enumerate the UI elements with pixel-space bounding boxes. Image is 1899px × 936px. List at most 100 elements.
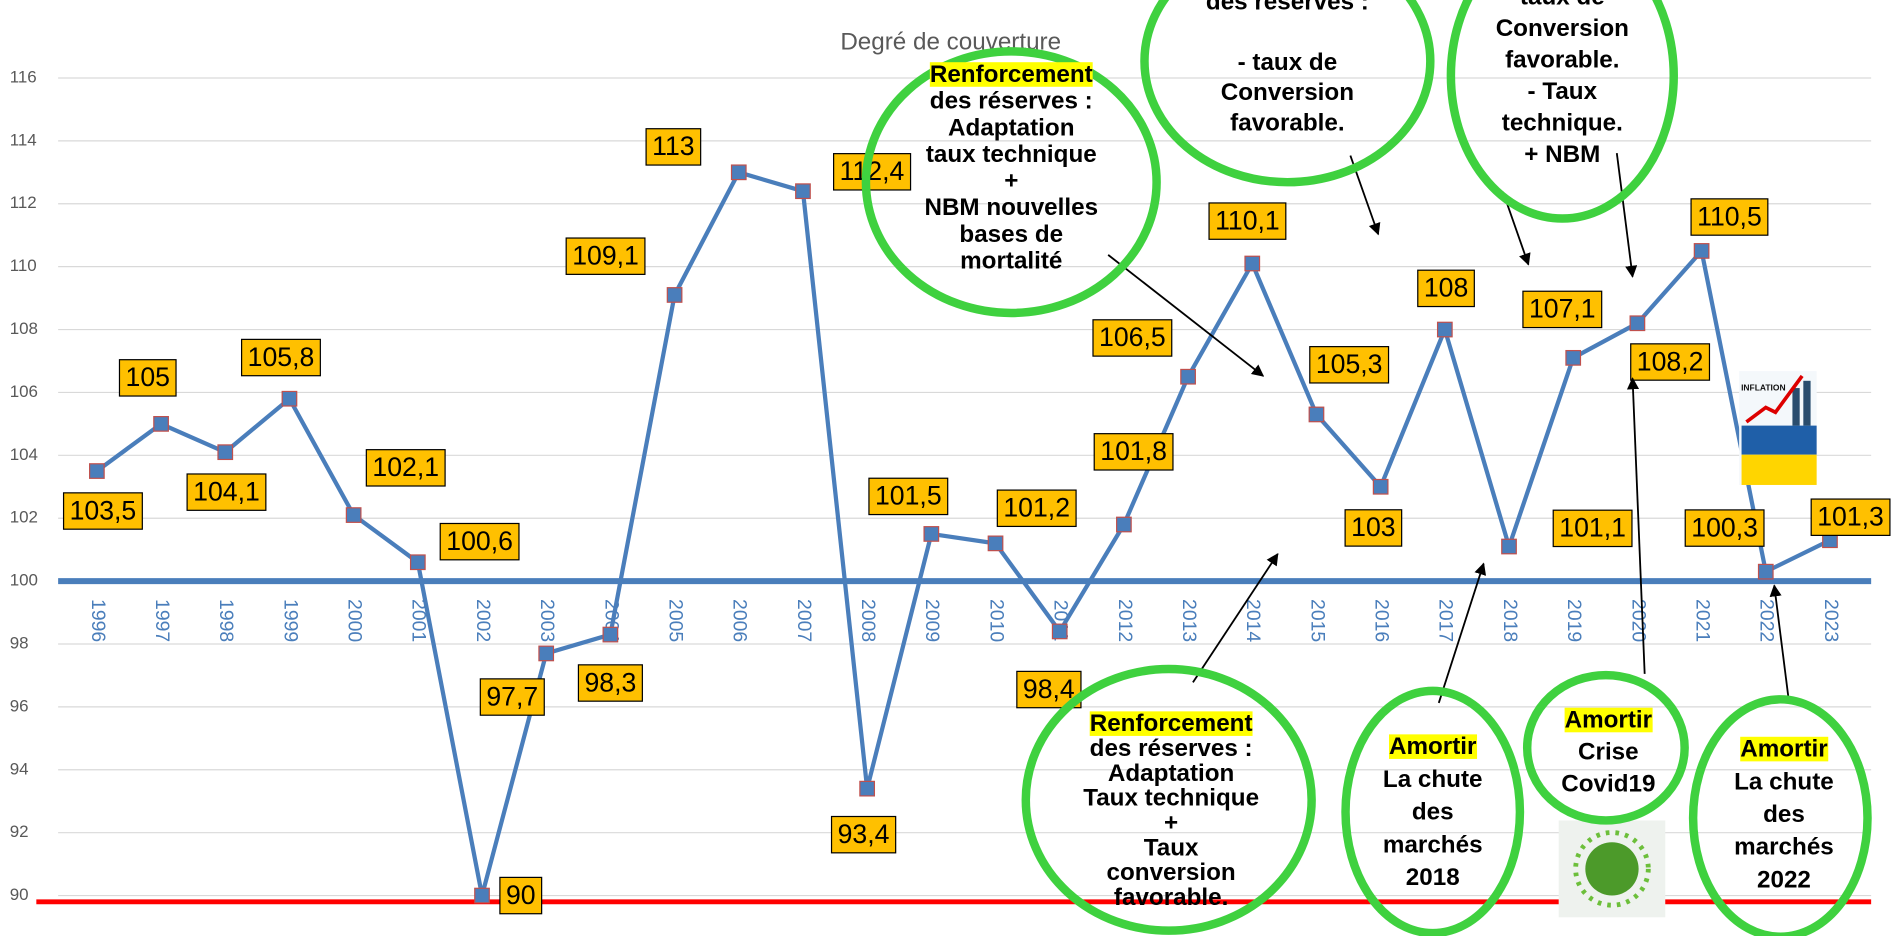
data-point (1759, 564, 1774, 579)
data-label: 101,5 (869, 478, 948, 514)
data-point (860, 781, 875, 796)
x-tick-label: 2002 (472, 599, 494, 642)
y-tick-label: 94 (10, 759, 29, 778)
data-point (988, 536, 1003, 551)
x-tick-label: 2016 (1371, 599, 1393, 642)
flag-yellow (1742, 455, 1817, 485)
data-label-text: 105,3 (1316, 349, 1383, 379)
y-tick-label: 114 (10, 130, 37, 149)
data-label: 107,1 (1523, 291, 1602, 327)
data-label-text: 101,5 (875, 481, 942, 511)
x-tick-label: 1996 (87, 599, 109, 642)
x-tick-label: 2007 (793, 599, 815, 642)
annotation-text: + (1004, 168, 1018, 195)
annotation-text: bases de (959, 221, 1063, 248)
annotation-text: des réserves : (930, 88, 1093, 115)
data-label-text: 103 (1351, 512, 1395, 542)
data-label-text: 110,1 (1215, 205, 1280, 235)
annotation-text: + NBM (1524, 141, 1600, 168)
data-point (667, 288, 682, 303)
x-tick-label: 2005 (664, 599, 686, 642)
data-point (1502, 539, 1517, 554)
annotation-text: Taux technique (1083, 785, 1259, 812)
virus-icon (1559, 820, 1666, 917)
data-label-text: 109,1 (572, 240, 639, 270)
annotation-text: Adaptation (1108, 760, 1234, 787)
x-tick-label: 2020 (1627, 599, 1649, 642)
data-label: 97,7 (480, 679, 544, 715)
data-point (475, 888, 490, 903)
data-point (1181, 369, 1196, 384)
annotation-text: taux technique (926, 141, 1097, 168)
annotation-text: La chute (1734, 768, 1834, 795)
data-label: 103 (1345, 510, 1402, 546)
x-tick-label: 2023 (1820, 599, 1842, 642)
arrow (1774, 585, 1789, 700)
inflation-icon: INFLATION (1739, 371, 1817, 485)
annotation-text: Crise (1578, 739, 1639, 766)
x-tick-label: 2000 (344, 599, 366, 642)
data-label-text: 98,3 (584, 667, 636, 697)
data-label-text: 100,3 (1691, 512, 1758, 542)
chart: Degré de couverture 90929496981001021041… (0, 0, 1899, 936)
data-point (539, 646, 554, 661)
data-point (90, 464, 105, 479)
data-label: 103,5 (64, 493, 143, 529)
data-label-text: 107,1 (1529, 294, 1596, 324)
annotation-text: - Taux (1528, 78, 1598, 105)
annotation-text: NBM nouvelles (924, 194, 1098, 221)
x-tick-label: 2013 (1178, 599, 1200, 642)
icon-bar (1803, 381, 1810, 426)
x-tick-label: 1997 (151, 599, 173, 642)
annotation-text: des réserves : (1090, 735, 1253, 762)
annotation-highlight: Renforcement (1090, 710, 1253, 737)
data-label-text: 93,4 (838, 819, 890, 849)
annotation-text: conversion (1107, 859, 1236, 886)
data-label: 101,3 (1811, 499, 1890, 535)
y-tick-label: 90 (10, 885, 29, 904)
arrow (1617, 153, 1633, 277)
data-label: 110,5 (1691, 199, 1768, 235)
x-tick-label: 2009 (921, 599, 943, 642)
data-label: 101,2 (997, 490, 1076, 526)
data-label: 102,1 (366, 450, 445, 486)
y-tick-label: 110 (10, 256, 37, 275)
data-label: 106,5 (1093, 320, 1172, 356)
data-label: 104,1 (187, 474, 266, 510)
data-label-text: 106,5 (1099, 322, 1166, 352)
data-label-text: 103,5 (70, 495, 137, 525)
data-label-text: 100,6 (446, 526, 513, 556)
annotation-text: marchés (1734, 834, 1834, 861)
y-tick-label: 104 (10, 445, 38, 464)
y-tick-label: 102 (10, 508, 38, 527)
x-tick-label: 2019 (1563, 599, 1585, 642)
data-point (1373, 480, 1388, 495)
data-point (1117, 517, 1132, 532)
annotation-text: La chute (1383, 766, 1483, 793)
data-label: 105,3 (1310, 347, 1389, 383)
data-label-text: 108,2 (1637, 346, 1704, 376)
data-point (154, 417, 169, 432)
data-label: 105 (119, 360, 176, 396)
y-tick-label: 116 (10, 67, 37, 86)
annotation-highlight: Amortir (1565, 707, 1653, 734)
annotation-text: 2018 (1406, 864, 1460, 891)
data-point (1630, 316, 1645, 331)
y-tick-label: 96 (10, 696, 29, 715)
annotation-highlight: Renforcement (930, 61, 1093, 88)
x-tick-label: 1998 (215, 599, 237, 642)
data-label: 109,1 (566, 238, 645, 274)
flag-blue (1742, 426, 1817, 455)
data-point (924, 527, 939, 542)
annotation-text: mortalité (960, 248, 1062, 275)
data-label: 98,3 (578, 665, 642, 701)
x-tick-label: 2022 (1756, 599, 1778, 642)
annotation-text: favorable. (1505, 46, 1619, 73)
annotation-text: + (1164, 809, 1178, 836)
annotation-text: Adaptation (948, 114, 1074, 141)
x-tick-label: 2003 (536, 599, 558, 642)
arrow (1193, 554, 1278, 682)
icon-bar (1792, 388, 1799, 426)
data-point (1052, 624, 1067, 639)
data-label: 101,1 (1553, 510, 1632, 546)
